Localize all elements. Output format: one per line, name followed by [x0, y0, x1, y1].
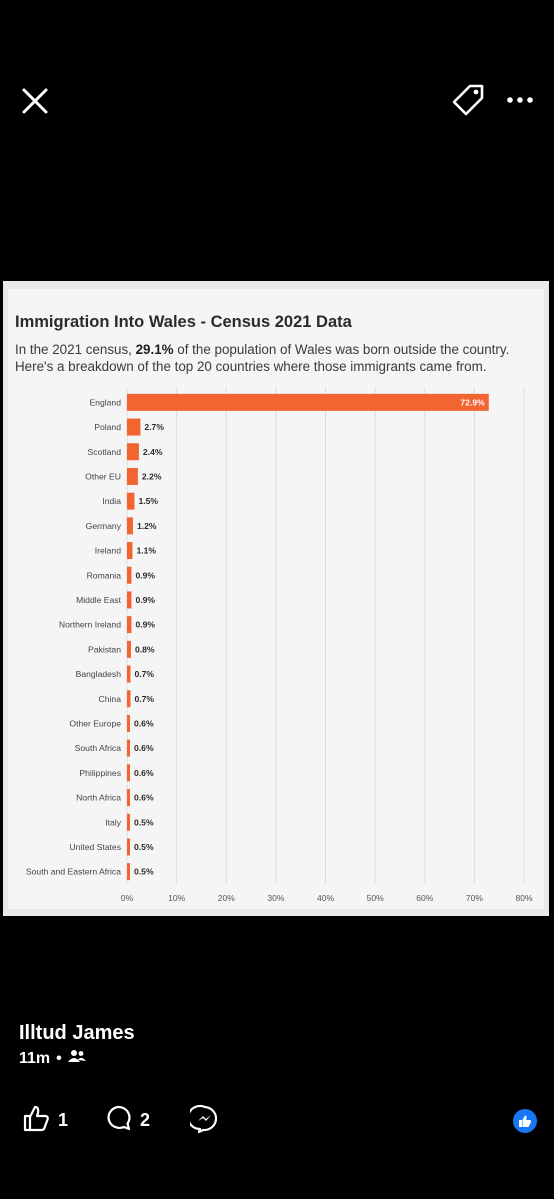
category-label: Romania — [87, 570, 122, 580]
bar-chart: 0% 10% 20% 30% 40% 50% 60% 70% 80% England 72.9% Po… — [26, 387, 533, 903]
category-label: Poland — [94, 422, 121, 432]
post-meta: 11m • — [19, 1049, 86, 1068]
category-label: United States — [69, 842, 121, 852]
bar-value-label: 0.6% — [134, 793, 154, 803]
bar — [127, 863, 130, 881]
bar-value-label: 0.7% — [134, 669, 154, 679]
category-label: Italy — [105, 817, 121, 827]
bar — [127, 542, 133, 560]
tag-icon[interactable] — [448, 80, 488, 120]
more-options-icon[interactable] — [502, 90, 538, 110]
close-icon[interactable] — [18, 84, 52, 118]
category-label: South Africa — [75, 743, 122, 753]
category-label: Pakistan — [88, 644, 121, 654]
bar — [127, 813, 130, 831]
x-tick-label: 60% — [416, 893, 433, 903]
bar — [127, 690, 131, 708]
category-label: Philippines — [79, 768, 121, 778]
comment-button[interactable]: 2 — [104, 1104, 150, 1137]
bar — [127, 443, 139, 461]
like-button[interactable]: 1 — [22, 1104, 68, 1137]
bar — [127, 393, 489, 411]
bar — [127, 418, 141, 436]
x-tick-label: 30% — [267, 893, 284, 903]
bar-value-label: 0.9% — [135, 570, 155, 580]
bar-value-label: 0.6% — [134, 768, 154, 778]
x-tick-label: 10% — [168, 893, 185, 903]
messenger-button[interactable] — [187, 1104, 220, 1139]
bar-value-label: 1.2% — [137, 521, 157, 531]
category-label: Middle East — [76, 595, 122, 605]
bar — [127, 665, 131, 683]
thumbs-up-icon — [22, 1104, 50, 1137]
friends-icon — [67, 1049, 86, 1068]
category-label: Other Europe — [69, 718, 121, 728]
bar — [127, 517, 133, 535]
category-label: Ireland — [95, 546, 121, 556]
category-label: Germany — [86, 521, 122, 531]
chart-card: Immigration Into Wales - Census 2021 Dat… — [8, 289, 544, 909]
bar — [127, 467, 138, 485]
bar — [127, 838, 130, 856]
chart-title: Immigration Into Wales - Census 2021 Dat… — [15, 313, 352, 331]
bar — [127, 566, 132, 584]
bar-value-label: 0.6% — [134, 718, 154, 728]
category-label: China — [99, 694, 122, 704]
like-reaction-icon — [513, 1109, 537, 1133]
x-tick-label: 80% — [515, 893, 532, 903]
bar — [127, 714, 130, 732]
bar-value-label: 1.5% — [138, 496, 158, 506]
post-time[interactable]: 11m — [19, 1049, 51, 1067]
subtitle-highlight: 29.1% — [135, 342, 174, 357]
shared-image[interactable]: Immigration Into Wales - Census 2021 Dat… — [3, 281, 549, 916]
comment-count: 2 — [140, 1110, 151, 1130]
bar — [127, 640, 131, 658]
subtitle-text: In the 2021 census, — [15, 342, 136, 357]
category-label: South and Eastern Africa — [26, 867, 121, 877]
x-tick-label: 40% — [317, 893, 334, 903]
messenger-icon — [187, 1104, 220, 1139]
bar-value-label: 2.2% — [142, 471, 162, 481]
bar-value-label: 2.7% — [144, 422, 164, 432]
subtitle-text-rest: of the population of Wales was born outs… — [15, 342, 510, 374]
bar-value-label: 2.4% — [143, 447, 163, 457]
meta-separator: • — [56, 1049, 62, 1067]
bar-value-label: 0.8% — [135, 644, 155, 654]
viewer-top-bar — [0, 0, 554, 200]
x-tick-label: 70% — [466, 893, 483, 903]
category-label: North Africa — [76, 793, 121, 803]
x-tick-label: 20% — [218, 893, 235, 903]
category-label: Other EU — [85, 471, 121, 481]
category-label: Scotland — [88, 447, 122, 457]
bar-value-label: 0.9% — [135, 620, 155, 630]
bar-value-label: 0.7% — [134, 694, 154, 704]
chart-subtitle: In the 2021 census, 29.1% of the populat… — [15, 341, 543, 375]
author-name[interactable]: Illtud James — [19, 1022, 135, 1044]
bar-value-label: 0.5% — [134, 867, 154, 877]
bar — [127, 492, 135, 510]
bar — [127, 739, 130, 757]
bar-value-label: 0.5% — [134, 842, 154, 852]
category-label: England — [89, 397, 121, 407]
comment-icon — [104, 1104, 132, 1137]
bar — [127, 789, 130, 807]
x-tick-label: 50% — [367, 893, 384, 903]
bar-value-label: 0.5% — [134, 817, 154, 827]
category-label: India — [102, 496, 121, 506]
bar — [127, 616, 132, 634]
bar — [127, 764, 130, 782]
bar — [127, 591, 132, 609]
like-count: 1 — [58, 1110, 69, 1130]
bar-value-label: 1.1% — [136, 546, 156, 556]
bar-value-label: 0.9% — [135, 595, 155, 605]
bar-value-label: 72.9% — [460, 397, 485, 407]
x-tick-label: 0% — [121, 893, 134, 903]
category-label: Bangladesh — [76, 669, 122, 679]
category-label: Northern Ireland — [59, 620, 121, 630]
bar-value-label: 0.6% — [134, 743, 154, 753]
